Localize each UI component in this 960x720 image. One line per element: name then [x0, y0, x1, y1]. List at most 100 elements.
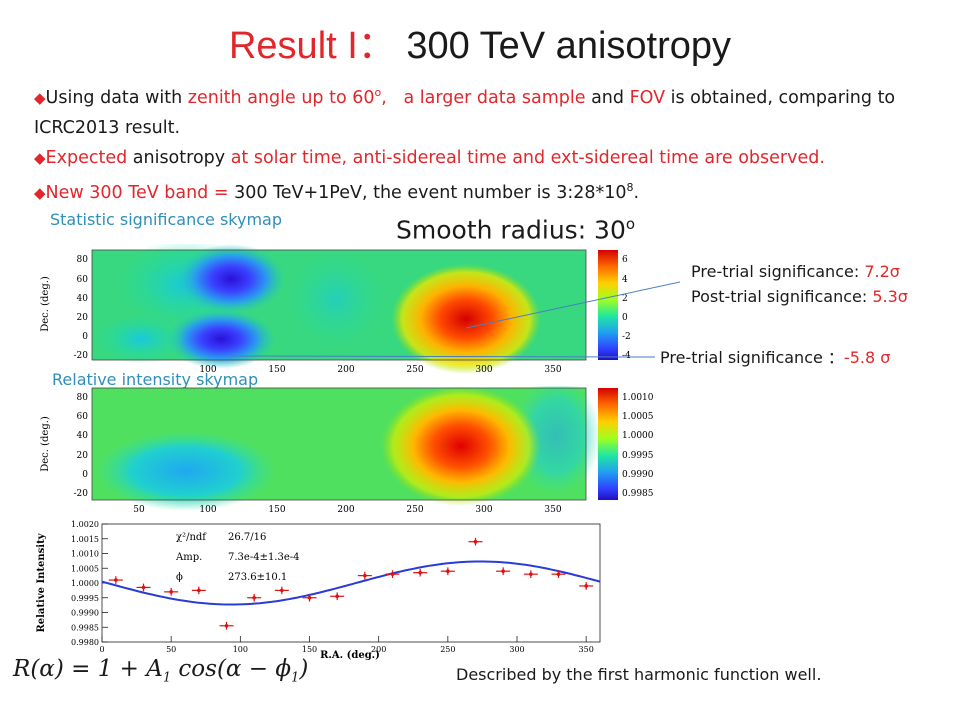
diamond-bullet-icon: ◆ — [34, 148, 46, 167]
x-tick: 100 — [199, 365, 216, 375]
chi2-value: 26.7/16 — [228, 532, 266, 543]
x-tick-label: 250 — [440, 645, 455, 654]
bullet-list: ◆Using data with zenith angle up to 60o,… — [34, 78, 934, 208]
data-point — [219, 621, 234, 630]
x-tick: 100 — [199, 505, 216, 515]
y-tick-label: 0.9980 — [71, 638, 99, 647]
slide-title: Result I： 300 TeV anisotropy — [0, 14, 960, 69]
y-tick: 20 — [77, 313, 89, 323]
bullet-3: ◆New 300 TeV band = 300 TeV+1PeV, the ev… — [34, 173, 934, 208]
diamond-bullet-icon: ◆ — [34, 183, 46, 202]
chi2-label: χ²/ndf — [176, 532, 207, 543]
bullet-text: 300 TeV+1PeV, the event number is 3:28*1… — [234, 182, 627, 203]
skymap-frame — [91, 387, 587, 501]
data-point — [191, 586, 206, 595]
y-tick-label: 1.0010 — [71, 550, 99, 559]
skymap-cold-halo — [96, 314, 186, 364]
data-point — [302, 593, 317, 602]
colorbar-tick: 1.0005 — [622, 412, 654, 422]
formula-sub: 1 — [162, 670, 172, 686]
post-trial-value: 5.3σ — [872, 287, 908, 306]
y-tick: 40 — [77, 294, 89, 304]
phi-label: ϕ — [176, 572, 183, 583]
caption-relative-skymap: Relative intensity skymap — [52, 370, 259, 389]
y-tick: -20 — [74, 351, 89, 361]
data-points — [108, 537, 594, 630]
data-point — [523, 570, 538, 578]
harmonic-formula: R(α) = 1 + A1 cos(α − ϕ1) — [13, 656, 308, 686]
x-tick: 50 — [133, 505, 145, 515]
x-tick-labels: 100 150 200 250 300 350 — [199, 365, 561, 375]
data-point — [330, 592, 345, 601]
amp-value: 7.3e-4±1.3e-4 — [228, 552, 300, 563]
diamond-bullet-icon: ◆ — [34, 88, 46, 107]
y-tick-label: 1.0000 — [71, 579, 99, 588]
y-tick: 20 — [77, 451, 89, 461]
colorbar — [598, 250, 618, 360]
y-tick: 80 — [77, 393, 89, 403]
colorbar-tick: 0.9985 — [622, 489, 654, 499]
x-tick-label: 300 — [509, 645, 524, 654]
x-tick: 350 — [544, 505, 561, 515]
colorbar — [598, 388, 618, 500]
title-main: 300 TeV anisotropy — [406, 25, 732, 67]
data-point — [413, 568, 428, 577]
bullet-text: anisotropy — [127, 147, 231, 168]
post-trial-label: Post-trial significance: — [691, 287, 873, 306]
relative-intensity-chart: 0.9980 0.9985 0.9990 0.9995 1.0000 1.0005 1.00… — [36, 520, 601, 660]
bullet-highlight: Expected — [45, 147, 128, 168]
smooth-radius-sup: o — [625, 215, 636, 233]
y-tick-label: 0.9985 — [71, 623, 99, 632]
colorbar-tick: -2 — [622, 332, 631, 342]
annotation-max-significance: Pre-trial significance: 7.2σ Post-trial … — [691, 259, 908, 309]
colorbar-tick: 1.0010 — [622, 393, 654, 403]
y-tick: 60 — [77, 275, 89, 285]
bullet-text: is obtained, comparing to ICRC2013 resul… — [34, 87, 896, 138]
bullet-text: Using data with — [45, 87, 188, 108]
bullet-highlight: a larger data sample — [403, 87, 586, 108]
colorbar-tick: 0 — [622, 313, 628, 323]
formula-part: R(α) = 1 + A — [13, 656, 163, 682]
skymap-hot-region — [381, 386, 541, 506]
bullet-highlight: New 300 TeV band = — [45, 182, 235, 203]
arrow-to-max — [465, 281, 681, 329]
data-point — [274, 586, 289, 595]
x-tick: 250 — [406, 365, 423, 375]
x-tick: 200 — [337, 505, 354, 515]
bullet-highlight: at solar time, anti-sidereal time and ex… — [230, 147, 825, 168]
bullet-2: ◆Expected anisotropy at solar time, anti… — [34, 143, 934, 173]
x-tick-label: 50 — [166, 645, 176, 654]
colorbar-tick: 4 — [622, 275, 628, 285]
y-axis-label: Dec. (deg.) — [40, 416, 51, 472]
data-point — [468, 537, 483, 546]
skymap-cold-region — [166, 309, 276, 369]
chart-xlabel: R.A. (deg.) — [320, 650, 380, 660]
x-tick-label: 0 — [99, 645, 104, 654]
formula-sub: 1 — [291, 670, 300, 686]
skymap-hot-region — [391, 264, 541, 374]
y-ticks: 0.9980 0.9985 0.9990 0.9995 1.0000 1.0005 1.00… — [71, 520, 108, 647]
fit-curve — [101, 560, 601, 606]
bullet-text: , — [381, 87, 387, 108]
pre-trial-value: 7.2σ — [864, 262, 900, 281]
x-tick: 200 — [337, 365, 354, 375]
smooth-radius-label: Smooth radius: 30o — [396, 215, 635, 244]
colorbar-tick: 2 — [622, 294, 628, 304]
x-ticks: 0 50 100 150 200 250 300 350 — [99, 636, 594, 654]
title-prefix: Result I： — [228, 25, 396, 67]
data-point — [357, 571, 372, 580]
phi-value: 273.6±10.1 — [228, 572, 287, 583]
bullet-1: ◆Using data with zenith angle up to 60o,… — [34, 78, 934, 143]
colorbar-tick: 6 — [622, 255, 628, 265]
data-point — [496, 567, 511, 576]
bullet-highlight: zenith angle up to 60 — [187, 87, 375, 108]
bullet-text: . — [633, 182, 640, 203]
y-tick: 80 — [77, 255, 89, 265]
data-point — [136, 583, 151, 592]
skymap-frame — [91, 249, 587, 361]
x-tick-labels: 50 100 150 200 250 300 350 — [133, 505, 562, 515]
x-tick-label: 350 — [579, 645, 594, 654]
data-point — [440, 567, 455, 576]
data-point — [108, 576, 123, 584]
